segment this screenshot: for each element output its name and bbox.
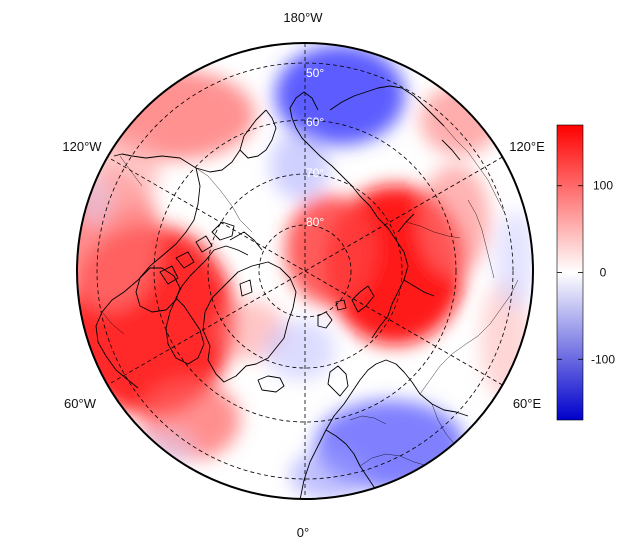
alaska-coastline [239,109,277,159]
hudson-bay-coastline [135,267,181,313]
negative-anomaly-bering [275,45,405,145]
latitude-circle-50 [96,62,514,480]
longitude-label-60e: 60°E [513,396,542,411]
latitude-label-50: 50° [306,66,324,80]
arctic-archipelago-coastline [159,221,263,299]
colorbar-tick-label: 100 [593,179,613,193]
baffin-coastline [165,297,205,365]
north-america-coastline [95,109,267,389]
coastlines [95,85,469,499]
longitude-labels: 180°W 120°E 60°E 0° 60°W 120°W [62,10,545,540]
latitude-circle-70 [207,173,403,369]
colorbar: -100 0 100 [556,124,615,421]
longitude-label-0: 0° [297,525,309,540]
map-boundary [76,42,534,500]
iceland-coastline [257,375,285,393]
greenland-coastline [202,261,297,383]
longitude-label-60w: 60°W [64,396,97,411]
longitude-label-180w: 180°W [283,10,323,25]
colorbar-tick-label: 0 [600,266,607,280]
europe-coastline [299,359,469,499]
latitude-label-70: 70° [306,166,324,180]
kamchatka-coastline [401,87,461,161]
graticule [96,43,514,499]
meridian-60e-120w [107,156,503,386]
colorbar-ticks: -100 0 100 [557,179,615,366]
latitude-labels: 50° 60° 70° 80° [306,66,324,229]
latitude-label-80: 80° [306,215,324,229]
longitude-label-120w: 120°W [62,139,102,154]
longitude-label-120e: 120°E [509,139,545,154]
latitude-circle-60 [153,119,457,423]
meridian-120e-60w [107,156,503,386]
latitude-label-60: 60° [306,115,324,129]
bering-coastline [289,85,403,147]
colorbar-tick-label: -100 [591,352,615,366]
novaya-zemlya-coastline [351,285,375,313]
